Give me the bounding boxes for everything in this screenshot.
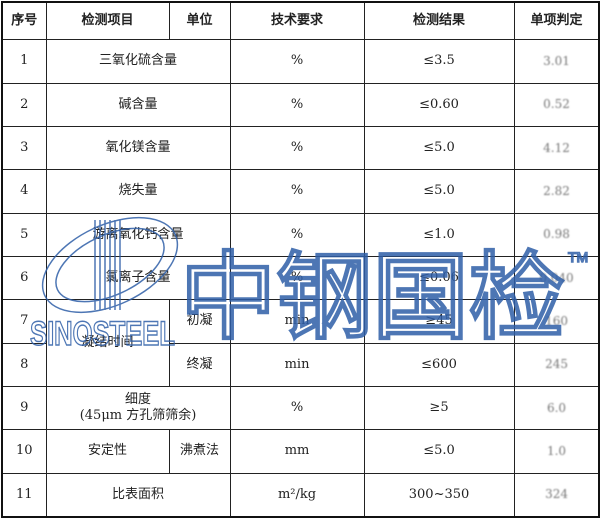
- header-verdict: 单项判定: [513, 1, 600, 41]
- result: 1.0: [513, 429, 600, 474]
- row-number: 10: [1, 429, 47, 474]
- unit: %: [229, 169, 365, 214]
- table-row: 9细度(45μm 方孔筛筛余)%≥56.0合格: [1, 385, 600, 431]
- unit: %: [229, 255, 365, 301]
- header-item: 检测项目: [45, 1, 170, 41]
- item-name: 细度 (45μm 方孔筛筛余): [45, 385, 231, 431]
- item-name: 凝结时间: [45, 299, 170, 387]
- row-number: 1: [1, 39, 47, 84]
- row-number: 9: [1, 385, 47, 431]
- requirement: ≥5: [363, 385, 515, 431]
- item-subname: 初凝: [168, 299, 231, 344]
- item-name: 安定性: [45, 429, 170, 474]
- item-name: 烧失量: [45, 169, 231, 214]
- item-name-line1: 细度: [125, 391, 152, 407]
- requirement: ≤5.0: [363, 125, 515, 171]
- row-number: 5: [1, 212, 47, 257]
- row-number: 4: [1, 169, 47, 214]
- item-name: 氧化镁含量: [45, 125, 231, 171]
- header-requirement: 技术要求: [229, 1, 365, 41]
- result: 4.12: [513, 125, 600, 171]
- item-name: 氯离子含量: [45, 255, 231, 301]
- result: 3.01: [513, 39, 600, 84]
- result: 324: [513, 472, 600, 518]
- item-subname: 终凝: [168, 342, 231, 387]
- unit: min: [229, 342, 365, 387]
- item-name: 比表面积: [45, 472, 231, 518]
- result: 0.98: [513, 212, 600, 257]
- table-header-row: 序号 检测项目 单位 技术要求 检测结果 单项判定: [1, 1, 600, 41]
- unit: min: [229, 299, 365, 344]
- requirement: ≤3.5: [363, 39, 515, 84]
- unit: %: [229, 125, 365, 171]
- row-number: 6: [1, 255, 47, 301]
- item-name-line2: (45μm 方孔筛筛余): [79, 408, 197, 424]
- requirement: ≤0.06: [363, 255, 515, 301]
- result: 160: [513, 299, 600, 344]
- requirement: ≤1.0: [363, 212, 515, 257]
- unit: %: [229, 39, 365, 84]
- row-number: 7: [1, 299, 47, 344]
- item-name: 游离氧化钙含量: [45, 212, 231, 257]
- row-number: 8: [1, 342, 47, 387]
- header-unit: 单位: [168, 1, 231, 41]
- requirement: 300~350: [363, 472, 515, 518]
- requirement: ≤0.60: [363, 82, 515, 127]
- requirement: ≤5.0: [363, 429, 515, 474]
- header-result: 检测结果: [363, 1, 515, 41]
- item-name: 碱含量: [45, 82, 231, 127]
- result: 0.040: [513, 255, 600, 301]
- result: 2.82: [513, 169, 600, 214]
- item-subname: 沸煮法: [168, 429, 231, 474]
- item-name: 三氧化硫含量: [45, 39, 231, 84]
- result: 0.52: [513, 82, 600, 127]
- row-number: 3: [1, 125, 47, 171]
- unit: mm: [229, 429, 365, 474]
- requirement: ≤5.0: [363, 169, 515, 214]
- row-number: 11: [1, 472, 47, 518]
- unit: %: [229, 385, 365, 431]
- header-no: 序号: [1, 1, 47, 41]
- result: 245: [513, 342, 600, 387]
- result: 6.0: [513, 385, 600, 431]
- unit: m²/kg: [229, 472, 365, 518]
- requirement: ≤600: [363, 342, 515, 387]
- unit: %: [229, 82, 365, 127]
- unit: %: [229, 212, 365, 257]
- requirement: ≥45: [363, 299, 515, 344]
- row-number: 2: [1, 82, 47, 127]
